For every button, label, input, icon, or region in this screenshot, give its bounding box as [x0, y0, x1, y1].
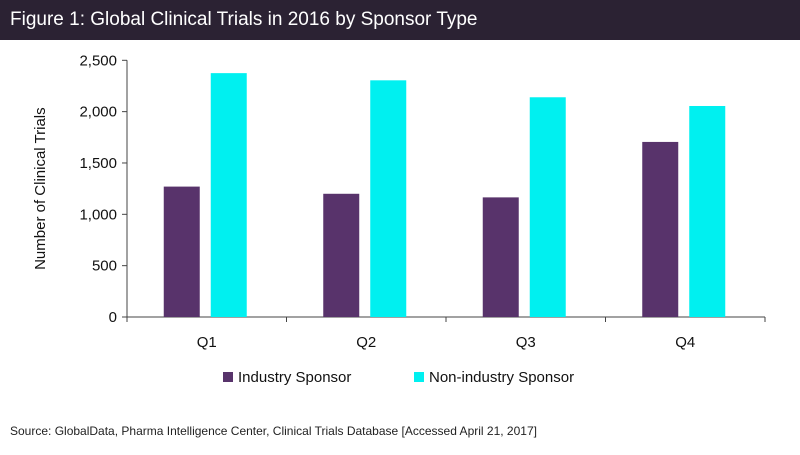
legend-label: Industry Sponsor — [238, 369, 351, 386]
legend-label: Non-industry Sponsor — [429, 369, 574, 386]
y-tick-label: 0 — [109, 309, 117, 326]
bar-industry-sponsor-q3 — [482, 197, 519, 317]
source-note: Source: GlobalData, Pharma Intelligence … — [10, 424, 537, 438]
y-tick-label: 500 — [92, 258, 117, 275]
y-tick-label: 1,500 — [79, 155, 117, 172]
x-tick-label: Q2 — [356, 334, 376, 351]
bar-chart: 0 500 1,000 1,500 2,000 2,500 Q1 Q2 Q3 Q4 Number o… — [32, 52, 766, 386]
y-tick-label: 2,000 — [79, 104, 117, 121]
bar-non-industry-sponsor-q2 — [370, 80, 407, 317]
figure-title: Figure 1: Global Clinical Trials in 2016… — [0, 0, 800, 40]
bar-industry-sponsor-q1 — [163, 186, 200, 317]
bar-industry-sponsor-q4 — [642, 141, 679, 317]
x-tick-label: Q3 — [516, 334, 536, 351]
y-tick-label: 2,500 — [79, 52, 117, 69]
y-tick-label: 1,000 — [79, 206, 117, 223]
bar-non-industry-sponsor-q3 — [529, 97, 566, 317]
legend-swatch — [414, 372, 424, 382]
x-tick-label: Q1 — [197, 334, 217, 351]
x-tick-label: Q4 — [675, 334, 695, 351]
legend-swatch — [223, 372, 233, 382]
bar-non-industry-sponsor-q4 — [689, 105, 726, 317]
bar-industry-sponsor-q2 — [323, 193, 360, 317]
bar-non-industry-sponsor-q1 — [210, 73, 247, 317]
y-axis-label: Number of Clinical Trials — [32, 107, 49, 270]
